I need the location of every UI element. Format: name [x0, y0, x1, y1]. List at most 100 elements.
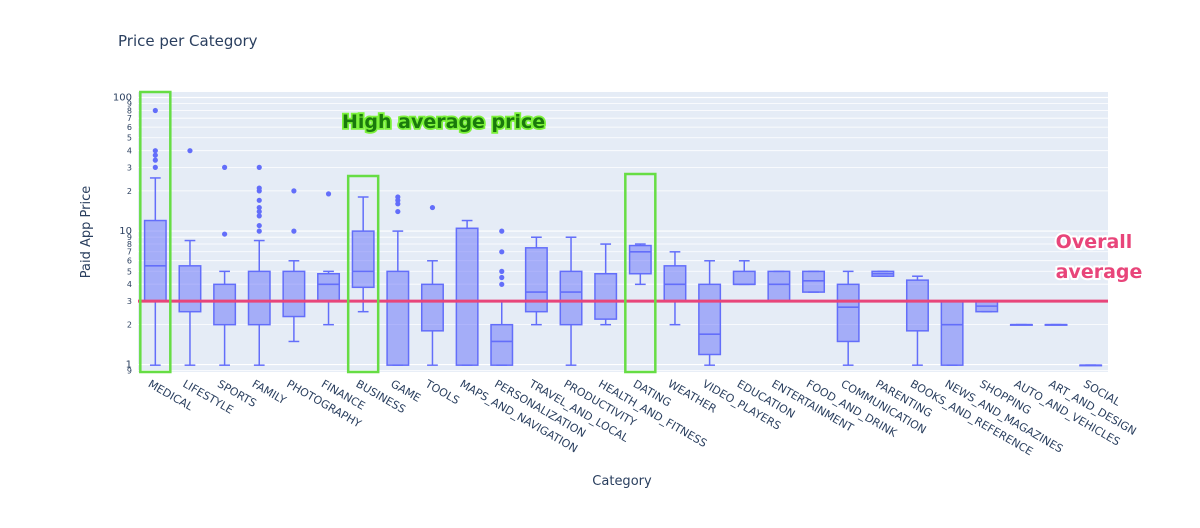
- box-series: [143, 107, 1103, 367]
- highlight-frame-medical: [139, 90, 172, 374]
- y-tick-label: 4: [127, 280, 132, 289]
- outlier-point: [187, 148, 193, 154]
- outlier-point: [395, 194, 401, 200]
- box-iqr: [905, 279, 929, 332]
- outlier-point: [256, 204, 262, 211]
- outlier-point: [395, 208, 401, 215]
- y-tick-label: 9: [127, 367, 132, 376]
- box-iqr: [143, 219, 167, 302]
- box-iqr: [490, 323, 514, 366]
- highlight-frames: [139, 90, 657, 374]
- box-iqr: [282, 270, 306, 318]
- box-weather: [663, 251, 687, 326]
- box-shopping: [975, 300, 999, 313]
- x-axis-title: Category: [592, 474, 652, 489]
- box-iqr: [178, 265, 202, 313]
- box-iqr: [317, 272, 341, 302]
- outlier-point: [499, 249, 505, 255]
- y-tick-label: 3: [127, 297, 132, 306]
- box-iqr: [455, 227, 479, 366]
- box-iqr: [732, 270, 756, 286]
- outlier-point: [222, 164, 228, 170]
- overall-average-annotation-line2: average: [1056, 261, 1143, 283]
- box-education: [732, 260, 756, 286]
- box-entertainment: [767, 270, 791, 302]
- box-iqr: [940, 300, 964, 366]
- outlier-point: [256, 208, 262, 215]
- overall-average-annotation-line1: Overall: [1056, 231, 1133, 253]
- box-iqr: [247, 270, 271, 326]
- x-tick-labels: MEDICALLIFESTYLESPORTSFAMILYPHOTOGRAPHYF…: [146, 377, 1139, 458]
- box-medical: [143, 107, 167, 366]
- box-social: [1079, 364, 1103, 367]
- y-tick-label: 2: [127, 187, 132, 196]
- box-iqr: [351, 230, 375, 289]
- y-tick-label: 10: [119, 226, 132, 237]
- outlier-point: [152, 107, 158, 114]
- high-average-price-annotation: High average price: [342, 111, 545, 133]
- outlier-point: [325, 191, 332, 197]
- box-personalization: [490, 228, 514, 366]
- y-tick-label: 9: [127, 100, 132, 109]
- box-travel-and-local: [524, 236, 548, 326]
- box-health-and-fitness: [594, 243, 618, 326]
- y-tick-label: 100: [113, 93, 132, 104]
- box-tools: [420, 204, 444, 366]
- box-iqr: [559, 270, 583, 326]
- highlight-frame-business: [346, 174, 380, 374]
- box-parenting: [871, 270, 895, 277]
- y-tick-label: 8: [127, 106, 132, 115]
- outlier-point: [256, 228, 262, 234]
- y-tick-label: 4: [127, 147, 132, 156]
- box-business: [351, 196, 375, 313]
- y-tick-label: 6: [127, 123, 132, 132]
- y-tick-label: 8: [127, 240, 132, 249]
- y-tick-label: 2: [127, 320, 132, 329]
- outlier-point: [499, 274, 505, 281]
- outlier-point: [152, 157, 158, 163]
- outlier-point: [256, 164, 262, 170]
- box-iqr: [698, 283, 722, 356]
- box-iqr: [594, 272, 618, 320]
- box-iqr: [802, 270, 826, 293]
- box-iqr: [767, 270, 791, 302]
- outlier-point: [291, 188, 297, 194]
- box-game: [386, 194, 410, 366]
- box-news-and-magazines: [940, 300, 964, 366]
- box-iqr: [213, 283, 237, 326]
- box-iqr: [663, 265, 687, 302]
- box-iqr: [836, 283, 860, 343]
- outlier-point: [256, 197, 262, 203]
- box-family: [247, 164, 271, 366]
- highlight-frame-dating: [624, 172, 657, 374]
- outlier-point: [222, 231, 228, 237]
- outlier-point: [499, 281, 505, 287]
- outlier-point: [256, 222, 262, 229]
- y-gridlines: [138, 96, 1108, 372]
- outlier-point: [152, 148, 158, 154]
- outlier-point: [499, 228, 505, 234]
- outlier-point: [152, 152, 158, 158]
- outlier-point: [291, 228, 297, 234]
- box-iqr: [524, 247, 548, 313]
- y-tick-label: 6: [127, 257, 132, 266]
- outlier-point: [256, 185, 262, 191]
- box-communication: [836, 270, 860, 366]
- x-tick-label: TOOLS: [422, 377, 462, 407]
- box-iqr: [420, 283, 444, 332]
- box-iqr: [628, 244, 652, 275]
- y-tick-label: 3: [127, 163, 132, 172]
- outlier-point: [256, 213, 262, 219]
- chart-title: Price per Category: [118, 32, 258, 50]
- y-tick-label: 7: [127, 114, 132, 123]
- outlier-point: [152, 164, 158, 170]
- y-axis-title: Paid App Price: [79, 186, 94, 278]
- box-auto-and-vehicles: [1009, 323, 1033, 326]
- y-tick-label: 9: [127, 233, 132, 242]
- box-maps-and-navigation: [455, 219, 479, 366]
- y-tick-label: 5: [127, 134, 132, 143]
- outlier-point: [429, 204, 436, 211]
- y-tick-label: 7: [127, 248, 132, 257]
